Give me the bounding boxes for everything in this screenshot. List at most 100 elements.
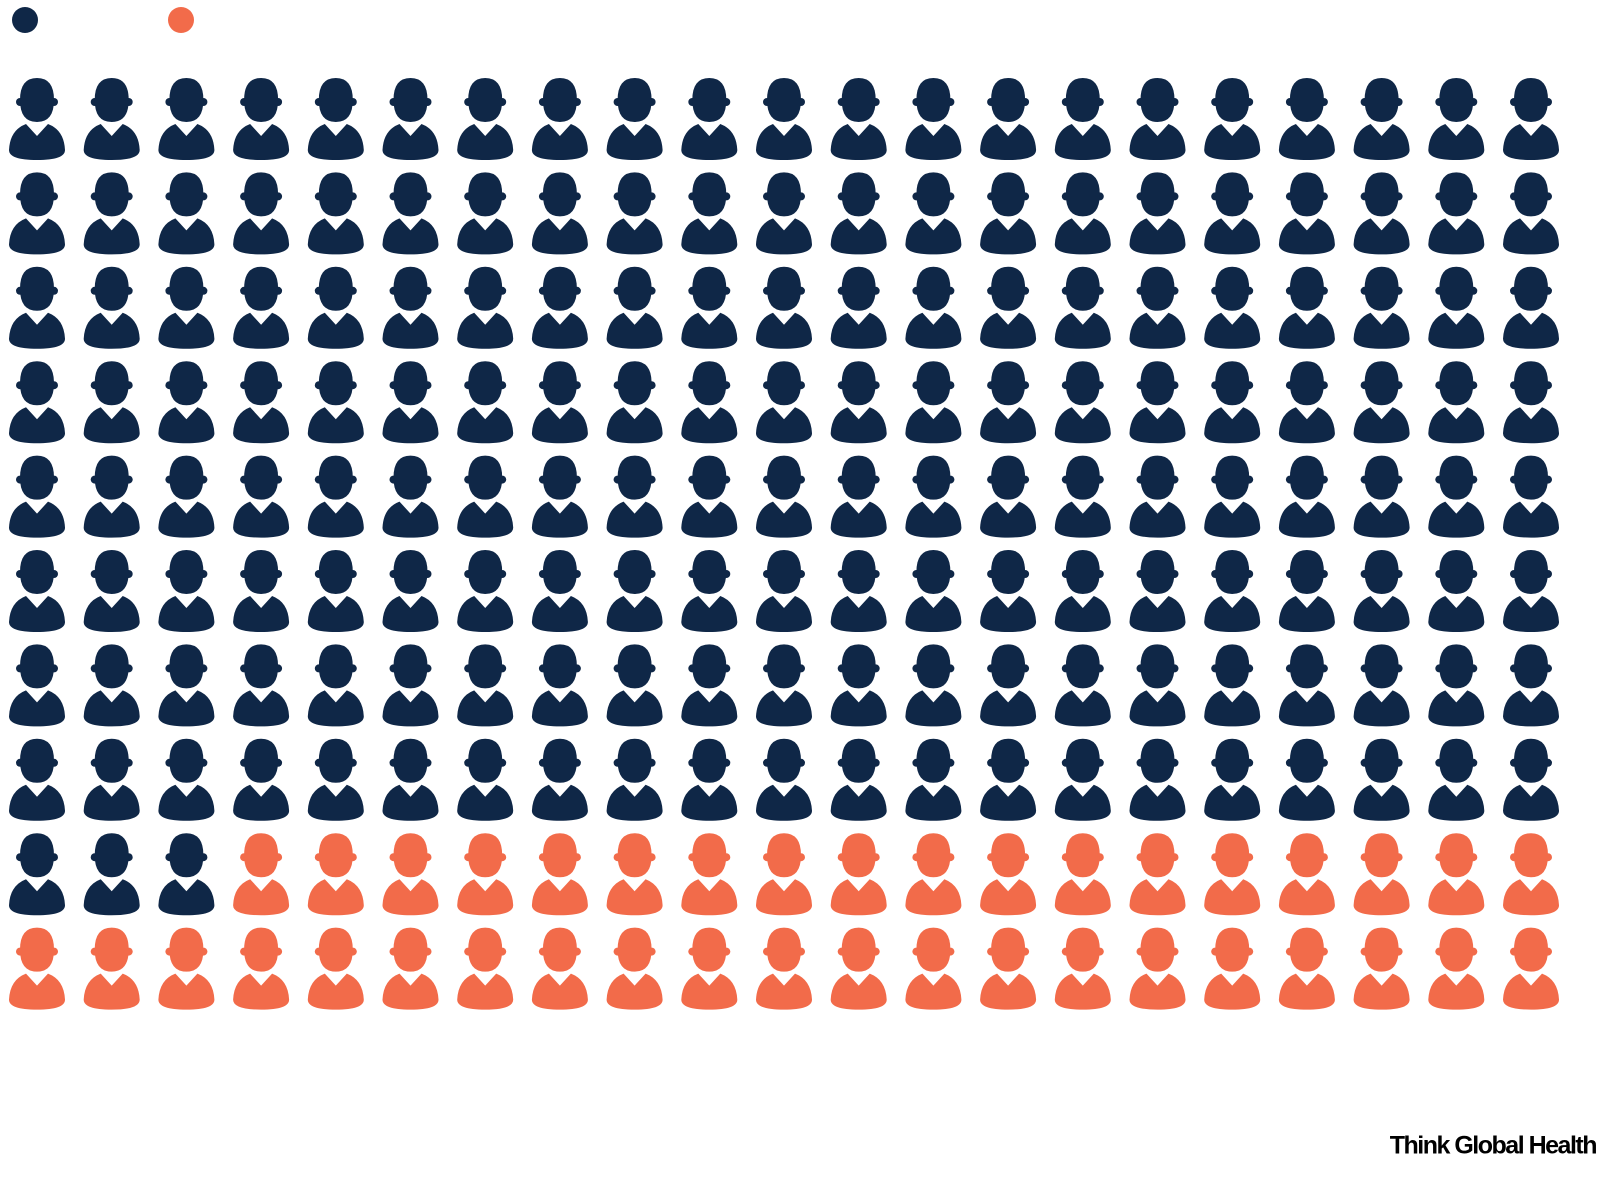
icon-body (606, 407, 663, 444)
icon-head (841, 833, 876, 878)
person-icon (1054, 266, 1111, 349)
icon-body (457, 596, 514, 632)
person-icon (905, 455, 962, 538)
person-icon (980, 266, 1037, 349)
person-icon (158, 78, 215, 160)
icon-body (830, 407, 887, 444)
person-icon (905, 172, 962, 255)
icon-body (830, 690, 887, 727)
person-icon (1129, 172, 1186, 255)
icon-body (756, 784, 812, 821)
person-icon (1278, 78, 1335, 160)
person-icon (1503, 927, 1559, 1010)
icon-head (169, 644, 204, 689)
person-icon (1129, 550, 1186, 632)
icon-head (767, 644, 801, 689)
icon-body (1353, 973, 1410, 1010)
person-icon (457, 78, 514, 160)
icon-head (767, 550, 801, 594)
icon-head (1289, 550, 1324, 594)
person-icon (382, 644, 439, 727)
icon-head (318, 644, 353, 689)
icon-head (1364, 78, 1399, 122)
icon-head (468, 833, 503, 878)
icon-head (1364, 927, 1399, 972)
icon-body (756, 973, 812, 1010)
icon-body (1129, 124, 1186, 160)
person-icon (233, 644, 290, 727)
icon-body (531, 973, 588, 1010)
person-icon (382, 738, 439, 821)
icon-body (606, 879, 663, 916)
person-icon (9, 927, 65, 1010)
icon-head (20, 266, 54, 311)
icon-head (244, 78, 279, 122)
icon-head (169, 172, 204, 217)
icon-body (9, 407, 65, 444)
icon-head (468, 361, 503, 406)
icon-body (1054, 124, 1111, 160)
icon-head (1140, 455, 1175, 500)
icon-head (1215, 927, 1250, 972)
icon-body (158, 501, 215, 538)
icon-body (1278, 218, 1335, 255)
icon-body (1129, 596, 1186, 632)
person-icon (1054, 738, 1111, 821)
icon-body (1428, 501, 1485, 538)
person-icon (1204, 266, 1261, 349)
person-icon (1428, 78, 1485, 160)
icon-body (83, 218, 140, 255)
icon-head (468, 455, 503, 500)
icon-body (457, 312, 514, 349)
icon-body (980, 501, 1037, 538)
icon-head (1289, 78, 1324, 122)
icon-head (991, 172, 1026, 217)
icon-body (1503, 596, 1559, 632)
icon-body (606, 784, 663, 821)
person-icon (1428, 738, 1485, 821)
icon-body (158, 879, 215, 916)
person-icon (9, 644, 65, 727)
icon-head (1439, 361, 1474, 406)
icon-head (692, 550, 727, 594)
person-icon (307, 455, 364, 538)
person-icon (830, 738, 887, 821)
person-icon (681, 644, 738, 727)
person-icon (233, 550, 290, 632)
person-icon (756, 738, 812, 821)
person-icon (830, 455, 887, 538)
icon-body (1204, 879, 1261, 916)
icon-body (830, 879, 887, 916)
person-icon (307, 833, 364, 916)
icon-body (457, 784, 514, 821)
person-icon (382, 927, 439, 1010)
person-icon (531, 833, 588, 916)
person-icon (681, 550, 738, 632)
icon-body (1428, 407, 1485, 444)
person-icon (1054, 172, 1111, 255)
icon-body (83, 596, 140, 632)
icon-head (393, 266, 428, 311)
icon-head (94, 738, 129, 783)
icon-head (542, 266, 577, 311)
icon-body (1278, 501, 1335, 538)
icon-head (617, 550, 652, 594)
icon-body (1054, 784, 1111, 821)
person-icon (1503, 266, 1559, 349)
icon-body (1503, 879, 1559, 916)
icon-head (468, 78, 503, 122)
icon-body (9, 879, 65, 916)
icon-head (1140, 266, 1175, 311)
icon-body (382, 124, 439, 160)
icon-head (692, 833, 727, 878)
icon-body (1278, 312, 1335, 349)
icon-body (1129, 973, 1186, 1010)
person-icon (531, 78, 588, 160)
icon-body (9, 218, 65, 255)
person-icon (1278, 172, 1335, 255)
person-icon (980, 927, 1037, 1010)
icon-body (681, 124, 738, 160)
icon-head (1289, 927, 1324, 972)
icon-body (1503, 973, 1559, 1010)
icon-head (1364, 550, 1399, 594)
